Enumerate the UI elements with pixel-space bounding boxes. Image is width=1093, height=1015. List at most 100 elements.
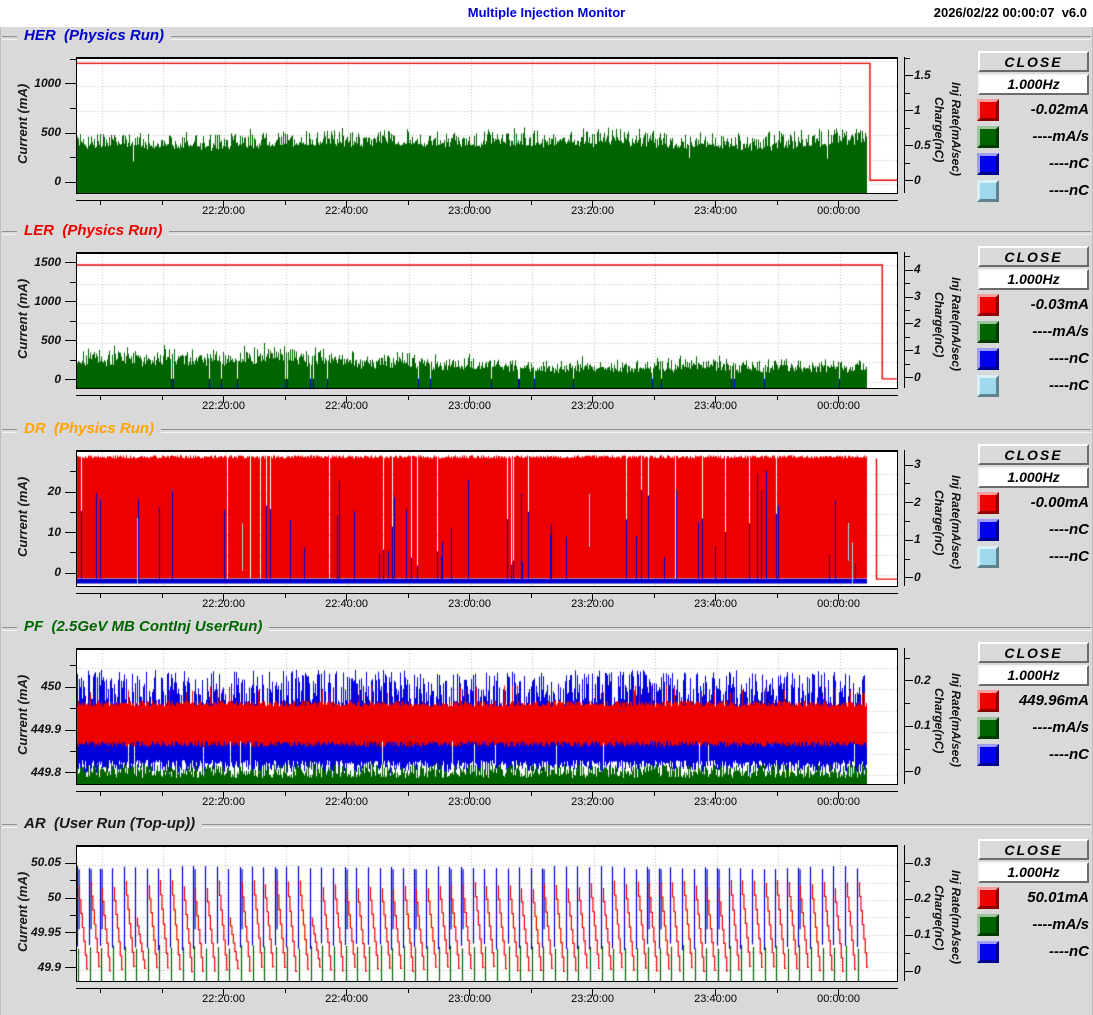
right-minor-tick [905,363,910,365]
x-minor-tick [161,593,163,598]
close-button[interactable]: CLOSE [978,839,1089,860]
right-tick-label: 0 [914,369,921,384]
right-axis-title-charge: Charge(nC) [932,687,946,754]
x-minor-tick [100,200,102,205]
x-major-tick [715,200,717,208]
x-major-tick [346,593,348,601]
x-major-tick [592,791,594,799]
x-minor-tick [284,200,286,205]
legend-swatch[interactable] [977,941,999,963]
x-major-tick [469,395,471,403]
right-tick-label: 1 [914,102,921,117]
close-button[interactable]: CLOSE [978,444,1089,465]
y-minor-tick [70,359,76,361]
update-rate-display[interactable]: 1.000Hz [978,862,1089,883]
legend-swatch[interactable] [977,180,999,202]
chart-canvas [77,59,897,193]
panel-title: DR (Physics Run) [17,420,162,437]
right-tick-label: 4 [914,262,921,277]
legend-swatch[interactable] [977,99,999,121]
x-minor-tick [653,200,655,205]
readout-value: ----nC [1049,943,1089,960]
timestamp: 2026/02/22 00:00:07 [933,5,1055,20]
plot-area [76,648,898,785]
legend-swatch[interactable] [977,546,999,568]
readout-value: ----nC [1049,377,1089,394]
close-button[interactable]: CLOSE [978,642,1089,663]
legend-swatch[interactable] [977,744,999,766]
x-tick-label: 22:20:00 [202,796,245,808]
panel-dr: DR (Physics Run) Current (mA) 0 10 20 0 1 2 3 2… [0,420,1093,618]
right-tick-label: 0 [914,763,921,778]
x-minor-tick [284,791,286,796]
legend-swatch[interactable] [977,914,999,936]
y-major-tick [65,181,76,183]
legend-swatch[interactable] [977,887,999,909]
legend-swatch[interactable] [977,375,999,397]
x-minor-tick [776,395,778,400]
y-tick-label: 49.95 [30,924,61,939]
y-major-tick [65,491,76,493]
legend-swatch[interactable] [977,690,999,712]
update-rate-display[interactable]: 1.000Hz [978,269,1089,290]
y-major-tick [65,83,76,85]
plot-area [76,57,898,194]
legend-swatch[interactable] [977,519,999,541]
readout-value: -0.03mA [1030,296,1089,313]
x-major-tick [346,791,348,799]
x-axis-line [76,200,898,201]
right-major-tick [905,771,913,773]
update-rate-display[interactable]: 1.000Hz [978,467,1089,488]
legend-swatch[interactable] [977,717,999,739]
legend-swatch[interactable] [977,126,999,148]
x-tick-label: 23:20:00 [571,598,614,610]
right-tick-label: 0.5 [914,137,931,152]
update-rate-display[interactable]: 1.000Hz [978,74,1089,95]
version-label: v6.0 [1061,5,1087,20]
x-tick-label: 23:20:00 [571,400,614,412]
x-tick-label: 23:00:00 [448,598,491,610]
legend-swatch[interactable] [977,321,999,343]
close-button[interactable]: CLOSE [978,51,1089,72]
right-tick-label: 1 [914,532,921,547]
right-tick-label: 0.1 [914,927,931,942]
y-axis-title: Current (mA) [15,278,30,360]
x-major-tick [223,200,225,208]
y-major-tick [65,729,76,731]
legend-swatch[interactable] [977,348,999,370]
legend-swatch[interactable] [977,294,999,316]
readout-value: -0.02mA [1030,101,1089,118]
x-minor-tick [100,395,102,400]
close-button[interactable]: CLOSE [978,246,1089,267]
x-major-tick [346,395,348,403]
y-minor-tick [70,108,76,110]
x-major-tick [592,395,594,403]
y-major-tick [65,967,76,969]
x-tick-label: 23:00:00 [448,796,491,808]
right-tick-label: 0.3 [914,855,931,869]
x-minor-tick [530,988,532,993]
legend-swatch[interactable] [977,492,999,514]
right-major-tick [905,377,913,379]
legend-swatch[interactable] [977,153,999,175]
x-tick-label: 22:40:00 [325,993,368,1005]
y-tick-label: 500 [40,332,61,347]
x-minor-tick [530,593,532,598]
x-minor-tick [407,791,409,796]
update-rate-display[interactable]: 1.000Hz [978,665,1089,686]
y-tick-label: 50 [47,890,61,905]
right-minor-tick [905,57,910,59]
right-minor-tick [905,127,910,129]
right-axis-line [904,648,905,784]
y-major-tick [65,862,76,864]
y-major-tick [65,132,76,134]
y-minor-tick [70,320,76,322]
readout-value: 50.01mA [1027,889,1089,906]
right-major-tick [905,350,913,352]
x-minor-tick [653,593,655,598]
y-major-tick [65,301,76,303]
x-minor-tick [407,200,409,205]
x-minor-tick [776,791,778,796]
right-major-tick [905,577,913,579]
